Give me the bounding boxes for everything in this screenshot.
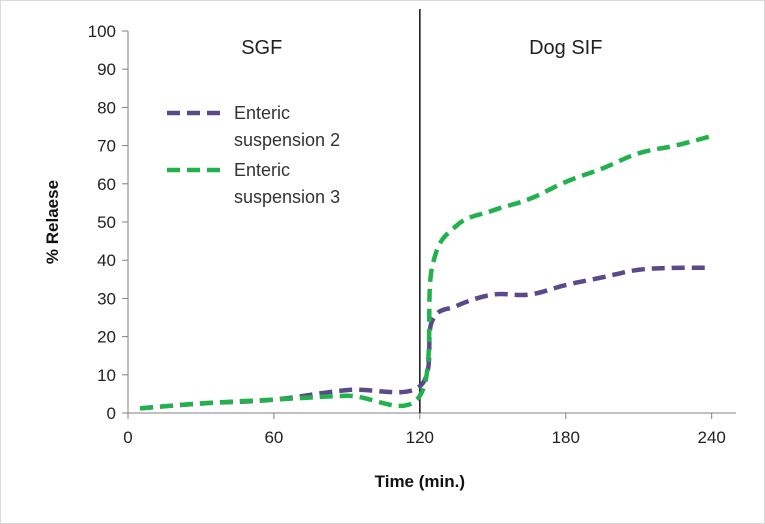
axes: 0 10 20 30 40 50 60 70 80 90 100 0 60 120 180 240 <box>88 22 736 447</box>
y-tick-label: 50 <box>97 213 116 232</box>
x-tick-label: 0 <box>123 428 132 447</box>
y-tick-label: 100 <box>88 22 116 41</box>
y-tick-label: 70 <box>97 137 116 156</box>
y-tick-label: 10 <box>97 366 116 385</box>
legend-label: Enteric <box>234 103 290 123</box>
region-label: SGF <box>241 37 282 59</box>
region-label: Dog SIF <box>529 37 602 59</box>
legend-label: suspension 2 <box>234 130 340 150</box>
x-axis-title: Time (min.) <box>375 472 465 491</box>
x-tick-label: 60 <box>264 428 283 447</box>
y-tick-label: 20 <box>97 328 116 347</box>
y-tick-label: 80 <box>97 98 116 117</box>
y-axis-title: % Relaese <box>43 180 62 264</box>
legend-label: suspension 3 <box>234 187 340 207</box>
region-layer: SGF Dog SIF <box>241 37 602 59</box>
series-line-2 <box>139 265 712 411</box>
x-tick-label: 180 <box>552 428 580 447</box>
y-tick-label: 60 <box>97 175 116 194</box>
x-tick-label: 240 <box>697 428 725 447</box>
y-tick-label: 30 <box>97 289 116 308</box>
y-tick-label: 90 <box>97 60 116 79</box>
series-layer <box>139 133 713 411</box>
series-line-3 <box>139 133 713 411</box>
y-tick-label: 40 <box>97 251 116 270</box>
legend: Enteric suspension 2 Enteric suspension 3 <box>167 103 340 207</box>
legend-label: Enteric <box>234 160 290 180</box>
y-tick-label: 0 <box>107 404 116 423</box>
x-tick-label: 120 <box>406 428 434 447</box>
